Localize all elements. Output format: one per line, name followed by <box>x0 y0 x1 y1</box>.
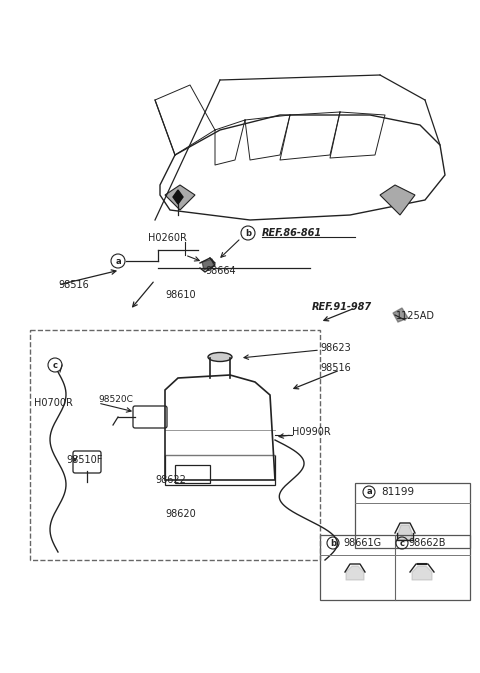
Text: 98516: 98516 <box>58 280 89 290</box>
Text: 98610: 98610 <box>165 290 196 300</box>
Bar <box>355 483 470 548</box>
Polygon shape <box>412 566 432 580</box>
Text: c: c <box>52 361 58 369</box>
Text: 81199: 81199 <box>381 487 414 497</box>
Text: 98510F: 98510F <box>66 455 102 465</box>
Bar <box>30 330 320 560</box>
Text: a: a <box>115 256 121 266</box>
Polygon shape <box>173 190 183 204</box>
Text: REF.91-987: REF.91-987 <box>312 302 372 312</box>
Polygon shape <box>202 259 214 270</box>
Text: b: b <box>245 229 251 238</box>
Text: b: b <box>330 538 336 548</box>
Text: a: a <box>366 487 372 497</box>
Text: 98664: 98664 <box>205 266 236 276</box>
Bar <box>320 535 470 600</box>
Text: c: c <box>399 538 405 548</box>
Ellipse shape <box>208 353 232 361</box>
Text: 98516: 98516 <box>320 363 351 373</box>
Bar <box>175 465 210 483</box>
Polygon shape <box>393 308 408 322</box>
Text: 98622: 98622 <box>155 475 186 485</box>
Text: H0260R: H0260R <box>148 233 187 243</box>
Polygon shape <box>380 185 415 215</box>
Text: H0990R: H0990R <box>292 427 331 437</box>
Polygon shape <box>346 566 364 580</box>
Text: 98623: 98623 <box>320 343 351 353</box>
Polygon shape <box>165 185 195 210</box>
Text: 98620: 98620 <box>165 509 196 519</box>
Text: 98520C: 98520C <box>98 396 133 404</box>
Text: 98661G: 98661G <box>343 538 381 548</box>
Text: REF.86-861: REF.86-861 <box>262 228 322 238</box>
Polygon shape <box>398 525 412 540</box>
Bar <box>165 455 275 485</box>
Text: 1125AD: 1125AD <box>396 311 435 321</box>
Text: 98662B: 98662B <box>408 538 445 548</box>
Text: H0700R: H0700R <box>34 398 73 408</box>
